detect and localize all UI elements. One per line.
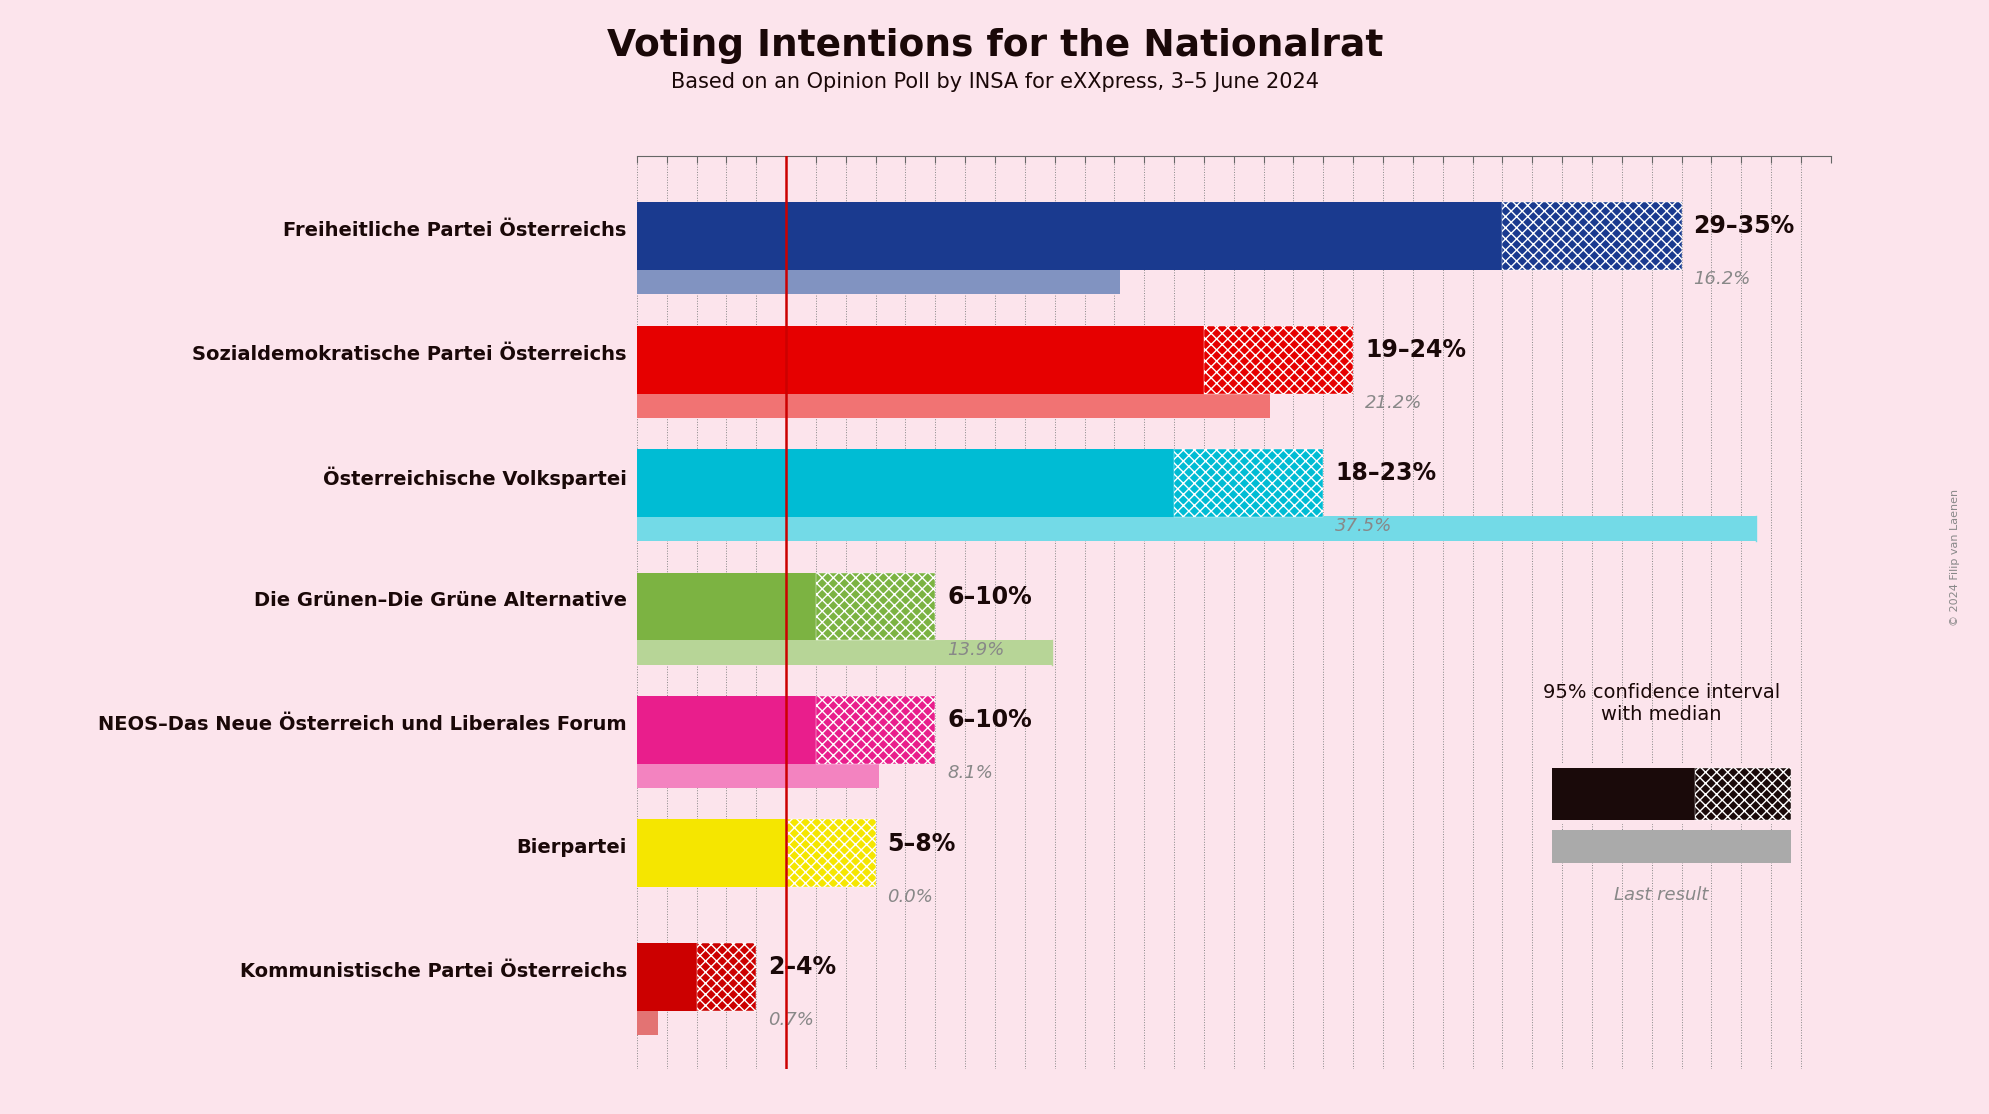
Text: 37.5%: 37.5% — [1335, 517, 1392, 536]
Bar — [1695, 768, 1790, 820]
Text: 16.2%: 16.2% — [1693, 271, 1750, 289]
Bar — [815, 573, 935, 641]
Bar — [636, 763, 879, 788]
Text: Österreichische Volkspartei: Österreichische Volkspartei — [322, 467, 627, 489]
Bar — [1203, 325, 1353, 393]
Bar — [1174, 449, 1323, 517]
Bar — [636, 639, 1050, 665]
Text: Bierpartei: Bierpartei — [517, 839, 627, 858]
Text: 0.7%: 0.7% — [768, 1012, 814, 1029]
Text: 29–35%: 29–35% — [1693, 214, 1794, 238]
Bar — [636, 696, 935, 764]
Text: Die Grünen–Die Grüne Alternative: Die Grünen–Die Grüne Alternative — [255, 592, 627, 610]
Bar — [636, 449, 1323, 517]
Text: Based on an Opinion Poll by INSA for eXXpress, 3–5 June 2024: Based on an Opinion Poll by INSA for eXX… — [670, 72, 1319, 92]
Text: 6–10%: 6–10% — [947, 709, 1032, 732]
Bar — [696, 942, 756, 1010]
Bar — [636, 573, 935, 641]
Text: NEOS–Das Neue Österreich und Liberales Forum: NEOS–Das Neue Österreich und Liberales F… — [97, 715, 627, 734]
Text: 5–8%: 5–8% — [887, 831, 955, 856]
Text: Voting Intentions for the Nationalrat: Voting Intentions for the Nationalrat — [607, 28, 1382, 63]
Text: 19–24%: 19–24% — [1364, 338, 1466, 362]
Text: 13.9%: 13.9% — [947, 641, 1004, 658]
Bar — [636, 1010, 656, 1035]
Text: 8.1%: 8.1% — [947, 764, 993, 782]
Bar — [636, 270, 1120, 294]
Bar — [815, 696, 935, 764]
Text: Freiheitliche Partei Österreichs: Freiheitliche Partei Österreichs — [282, 221, 627, 241]
Text: Sozialdemokratische Partei Österreichs: Sozialdemokratische Partei Österreichs — [193, 344, 627, 363]
Text: 18–23%: 18–23% — [1335, 461, 1436, 486]
Bar — [786, 820, 875, 888]
Text: 21.2%: 21.2% — [1364, 394, 1422, 412]
Text: 6–10%: 6–10% — [947, 585, 1032, 608]
Bar — [1551, 768, 1695, 820]
Bar — [636, 517, 1754, 541]
Text: Last result: Last result — [1613, 886, 1709, 903]
Bar — [636, 820, 875, 888]
Text: Kommunistische Partei Österreichs: Kommunistische Partei Österreichs — [239, 961, 627, 980]
Text: 0.0%: 0.0% — [887, 888, 933, 906]
Text: 95% confidence interval
with median: 95% confidence interval with median — [1541, 683, 1780, 724]
Bar — [636, 942, 756, 1010]
Bar — [636, 393, 1269, 418]
Text: © 2024 Filip van Laenen: © 2024 Filip van Laenen — [1949, 488, 1959, 626]
Bar — [1502, 203, 1681, 271]
Text: 2–4%: 2–4% — [768, 955, 835, 979]
Bar — [636, 325, 1353, 393]
Bar — [636, 203, 1681, 271]
